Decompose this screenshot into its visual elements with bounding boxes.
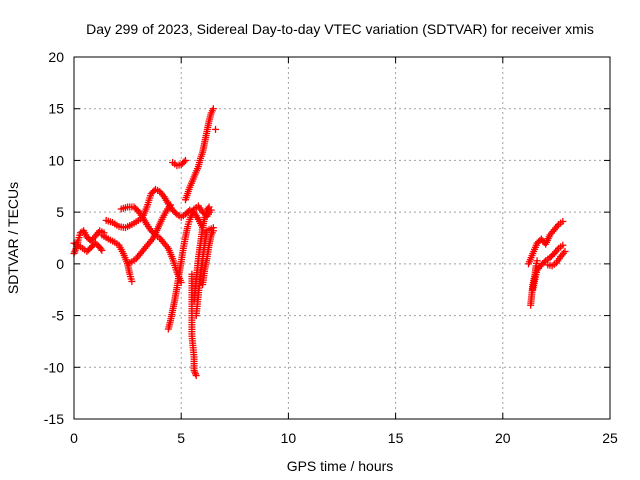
- data-point: [561, 247, 569, 255]
- x-tick-label: 0: [70, 430, 78, 446]
- data-point: [97, 245, 105, 253]
- data-point: [204, 205, 212, 213]
- data-point: [540, 258, 548, 266]
- data-point: [181, 156, 189, 164]
- y-tick-label: 10: [48, 152, 64, 168]
- data-point: [533, 257, 541, 265]
- y-tick-label: 0: [56, 256, 64, 272]
- y-tick-label: 15: [48, 101, 64, 117]
- x-tick-label: 20: [495, 430, 511, 446]
- data-point: [192, 372, 200, 380]
- data-points: [70, 105, 569, 380]
- grid-lines: [74, 57, 610, 419]
- data-point: [180, 158, 188, 166]
- data-point: [128, 277, 136, 285]
- x-tick-label: 15: [388, 430, 404, 446]
- data-point: [98, 246, 106, 254]
- y-tick-label: 5: [56, 204, 64, 220]
- x-tick-label: 25: [602, 430, 618, 446]
- data-point: [559, 217, 567, 225]
- data-point: [171, 209, 179, 217]
- data-point: [205, 203, 213, 211]
- x-tick-label: 5: [177, 430, 185, 446]
- x-tick-label: 10: [281, 430, 297, 446]
- data-point: [209, 105, 217, 113]
- y-tick-label: -10: [44, 359, 64, 375]
- data-point: [166, 201, 174, 209]
- tick-labels: 0 5 10 15 20 25 -15 -10 -5 0 5 10 15 20: [44, 49, 618, 446]
- plot-frame: [73, 56, 611, 420]
- data-point: [209, 227, 217, 235]
- data-point: [559, 241, 567, 249]
- y-tick-label: -5: [52, 308, 65, 324]
- y-axis-title: SDTVAR / TECUs: [5, 182, 21, 294]
- x-axis-title: GPS time / hours: [287, 458, 394, 474]
- data-point: [212, 125, 220, 133]
- y-tick-label: 20: [48, 49, 64, 65]
- chart-title: Day 299 of 2023, Sidereal Day-to-day VTE…: [86, 21, 594, 37]
- data-point: [177, 278, 185, 286]
- y-tick-label: -15: [44, 411, 64, 427]
